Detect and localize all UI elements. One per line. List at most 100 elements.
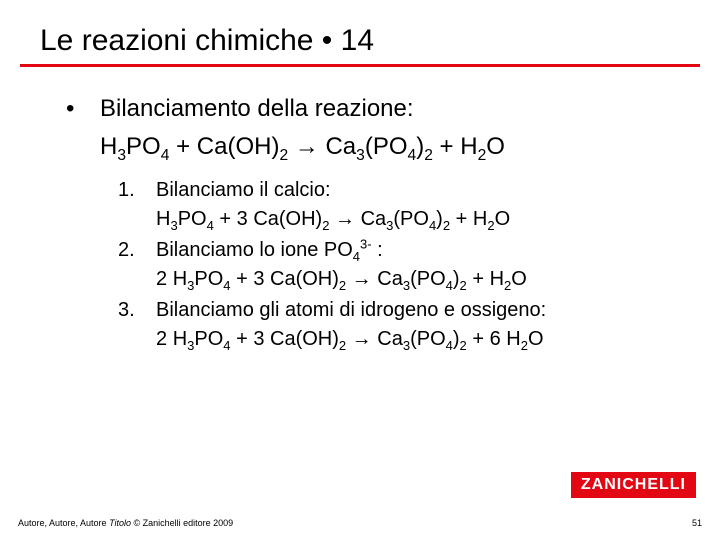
eq-sub: 3 [117, 147, 126, 164]
eq-part: O [511, 268, 527, 290]
eq-arrow: → [346, 328, 377, 350]
steps-list: 1. Bilanciamo il calcio: H3PO4 + 3 Ca(OH… [66, 179, 680, 351]
coef: 3 [253, 328, 270, 350]
eq-part: (PO [410, 328, 446, 350]
step-number: 1. [118, 179, 156, 202]
step-text: Bilanciamo il calcio: [156, 179, 331, 202]
eq-part: H [156, 208, 170, 230]
eq-part: H [490, 268, 504, 290]
bullet-text: Bilanciamento della reazione: [100, 95, 414, 123]
step-number: 2. [118, 239, 156, 262]
footer: Autore, Autore, Autore Titolo © Zanichel… [18, 518, 702, 528]
step-text: Bilanciamo gli atomi di idrogeno e ossig… [156, 299, 546, 322]
eq-sub: 2 [521, 338, 528, 353]
eq-op: + [231, 268, 254, 290]
page-number: 51 [692, 518, 702, 528]
coef: 3 [253, 268, 270, 290]
eq-op: + [231, 328, 254, 350]
eq-part: O [486, 133, 505, 160]
eq-sub: 4 [446, 338, 453, 353]
text-part: : [372, 239, 383, 261]
coef: 6 [490, 328, 507, 350]
eq-part: ) [416, 133, 424, 160]
eq-part: Ca [377, 328, 403, 350]
coef: 3 [237, 208, 254, 230]
footer-copyright: © Zanichelli editore 2009 [131, 518, 233, 528]
eq-op: + [467, 328, 490, 350]
eq-part: ) [453, 328, 460, 350]
eq-sub: 3 [403, 338, 410, 353]
eq-sub: 4 [223, 338, 230, 353]
step-2: 2. Bilanciamo lo ione PO43- : 2 H3PO4 + … [118, 239, 680, 291]
eq-op: + [214, 208, 237, 230]
text-part: Bilanciamo lo ione PO [156, 239, 353, 261]
eq-sub: 2 [487, 218, 494, 233]
eq-part: H [100, 133, 117, 160]
eq-part: H [460, 133, 477, 160]
eq-part: (PO [393, 208, 429, 230]
eq-part: H [173, 328, 187, 350]
eq-part: H [473, 208, 487, 230]
eq-sub: 3 [356, 147, 365, 164]
footer-authors: Autore, Autore, Autore [18, 518, 109, 528]
eq-sub: 2 [279, 147, 288, 164]
eq-arrow: → [288, 133, 325, 160]
eq-sub: 2 [460, 338, 467, 353]
slide: Le reazioni chimiche • 14 • Bilanciament… [0, 0, 720, 540]
eq-sub: 3 [403, 278, 410, 293]
eq-part: ) [453, 268, 460, 290]
eq-part: H [173, 268, 187, 290]
footer-title: Titolo [109, 518, 131, 528]
eq-op: + [169, 133, 196, 160]
eq-sub: 2 [424, 147, 433, 164]
eq-part: O [495, 208, 511, 230]
eq-sub: 4 [223, 278, 230, 293]
step-row: 3. Bilanciamo gli atomi di idrogeno e os… [118, 299, 680, 322]
eq-part: PO [194, 328, 223, 350]
coef: 2 [156, 268, 173, 290]
coef: 2 [156, 328, 173, 350]
content-area: • Bilanciamento della reazione: H3PO4 + … [40, 95, 680, 351]
eq-arrow: → [346, 268, 377, 290]
eq-part: Ca(OH) [270, 328, 339, 350]
eq-part: Ca(OH) [270, 268, 339, 290]
slide-title: Le reazioni chimiche • 14 [40, 24, 680, 58]
eq-part: ) [436, 208, 443, 230]
step-row: 1. Bilanciamo il calcio: [118, 179, 680, 202]
eq-part: Ca [377, 268, 403, 290]
text-sup: 3- [360, 236, 372, 251]
eq-part: H [506, 328, 520, 350]
step-equation: H3PO4 + 3 Ca(OH)2 → Ca3(PO4)2 + H2O [118, 208, 680, 231]
footer-credits: Autore, Autore, Autore Titolo © Zanichel… [18, 518, 233, 528]
step-text: Bilanciamo lo ione PO43- : [156, 239, 383, 262]
step-number: 3. [118, 299, 156, 322]
eq-sub: 2 [460, 278, 467, 293]
eq-part: PO [194, 268, 223, 290]
bullet-marker: • [66, 95, 100, 123]
eq-sub: 4 [207, 218, 214, 233]
eq-op: + [467, 268, 490, 290]
eq-sub: 4 [408, 147, 417, 164]
eq-part: Ca(OH) [253, 208, 322, 230]
main-equation: H3PO4 + Ca(OH)2 → Ca3(PO4)2 + H2O [66, 133, 680, 161]
eq-part: (PO [365, 133, 408, 160]
eq-sub: 4 [446, 278, 453, 293]
step-row: 2. Bilanciamo lo ione PO43- : [118, 239, 680, 262]
eq-part: O [528, 328, 544, 350]
title-underline [20, 64, 700, 67]
step-1: 1. Bilanciamo il calcio: H3PO4 + 3 Ca(OH… [118, 179, 680, 231]
eq-sub: 2 [478, 147, 487, 164]
eq-sub: 2 [443, 218, 450, 233]
eq-op: + [450, 208, 473, 230]
eq-part: PO [126, 133, 161, 160]
step-equation: 2 H3PO4 + 3 Ca(OH)2 → Ca3(PO4)2 + H2O [118, 268, 680, 291]
eq-part: PO [178, 208, 207, 230]
eq-arrow: → [329, 208, 360, 230]
bullet-row: • Bilanciamento della reazione: [66, 95, 680, 123]
eq-part: (PO [410, 268, 446, 290]
eq-part: Ca(OH) [197, 133, 280, 160]
eq-part: Ca [325, 133, 356, 160]
step-3: 3. Bilanciamo gli atomi di idrogeno e os… [118, 299, 680, 351]
step-equation: 2 H3PO4 + 3 Ca(OH)2 → Ca3(PO4)2 + 6 H2O [118, 328, 680, 351]
text-sub: 4 [353, 249, 360, 264]
